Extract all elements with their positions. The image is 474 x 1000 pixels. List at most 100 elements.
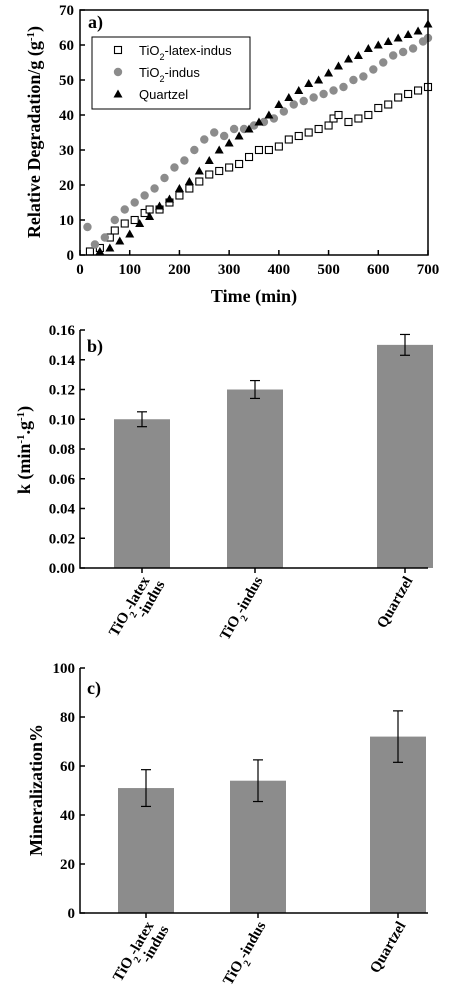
panel-a-y-tick-label: 10	[59, 213, 74, 229]
panel-a-x-tick-label: 100	[118, 262, 141, 278]
panel-a-data-point	[204, 156, 214, 164]
panel-a-data-point	[110, 215, 120, 225]
panel-c-y-tick-label: 0	[68, 906, 76, 922]
panel-b-y-tick-label: 0.00	[49, 561, 75, 577]
panel-a-data-point	[284, 93, 294, 101]
panel-c-bar	[370, 736, 426, 913]
panel-a-data-point	[120, 205, 129, 214]
panel-a-data-point	[244, 152, 254, 162]
panel-a-data-point	[284, 135, 293, 144]
panel-c-y-tick-label: 80	[60, 710, 75, 726]
panel-a-data-point	[274, 142, 283, 151]
panel-a-data-point	[314, 124, 323, 134]
panel-a-data-point	[343, 54, 353, 63]
panel-c-label: c)	[87, 678, 101, 699]
panel-a-data-point	[299, 96, 308, 106]
panel-a-data-point	[214, 145, 224, 154]
panel-a-series-3	[95, 19, 433, 255]
panel-a-data-point	[195, 177, 204, 186]
panel-b-y-tick-label: 0.10	[49, 412, 75, 428]
panel-b-y-tick-label: 0.14	[49, 353, 76, 369]
panel-c-bars	[118, 710, 426, 918]
panel-a-data-point	[184, 177, 194, 185]
panel-a-data-point	[145, 212, 155, 220]
panel-a-data-point	[224, 138, 234, 147]
panel-a-data-point	[334, 61, 344, 70]
panel-a-data-point	[225, 163, 234, 172]
panel-a-y-tick-label: 30	[59, 143, 74, 159]
panel-a-y-axis-label: Relative Degradation/g (g-1)	[24, 26, 45, 238]
panel-b-ticks: 0.00 0.02 0.04 0.06 0.08 0.10 0.12 0.14 0.16	[49, 323, 85, 577]
panel-a-x-tick-label: 700	[417, 262, 440, 278]
panel-a-data-point	[309, 93, 318, 102]
panel-a-data-point	[404, 89, 413, 99]
panel-c-category-label: TiO2-indus	[220, 919, 273, 991]
panel-a-x-tick-label: 400	[268, 262, 291, 278]
panel-a-legend-marker	[113, 67, 123, 77]
panel-a-data-point	[175, 191, 184, 200]
panel-a-data-point	[294, 131, 303, 141]
panel-a-x-tick-label: 500	[317, 262, 340, 278]
panel-a-data-point	[115, 236, 125, 245]
panel-a-data-point	[414, 86, 423, 95]
panel-a-data-point	[398, 47, 408, 57]
panel-a-y-tick-label: 50	[59, 73, 74, 89]
panel-a-data-point	[393, 33, 403, 42]
panel-a-data-point	[83, 222, 92, 232]
panel-a-data-point	[264, 145, 273, 155]
panel-a-data-point	[359, 72, 368, 81]
panel-a-data-point	[264, 110, 274, 119]
panel-a-data-point	[150, 184, 159, 193]
panel-a-data-point	[105, 243, 115, 252]
panel-a-data-point	[130, 198, 139, 207]
panel-a-legend-marker	[113, 89, 123, 98]
panel-c-error-bar	[253, 759, 263, 918]
panel-b-bar-chart: 0.000.020.040.060.080.100.120.140.16 b) …	[14, 323, 433, 646]
panel-a-y-tick-label: 0	[67, 248, 75, 264]
panel-a-data-point	[164, 194, 174, 203]
panel-c-bar	[230, 780, 286, 913]
panel-b-y-tick-label: 0.12	[49, 383, 75, 399]
panel-a-data-point	[374, 103, 383, 113]
panel-a-data-point	[125, 229, 135, 238]
panel-a-data-point	[130, 215, 139, 225]
panel-b-y-tick-label: 0.16	[49, 323, 76, 339]
panel-a-data-point	[90, 240, 100, 249]
panel-a-data-point	[354, 114, 363, 123]
panel-b-y-tick-label: 0.04	[49, 502, 76, 518]
panel-a-legend-entry: TiO2-indus	[139, 65, 200, 84]
panel-a-data-point	[413, 26, 423, 35]
panel-c-ticks: 0 20 40 60 80 100	[53, 661, 85, 922]
panel-a-data-point	[408, 44, 418, 53]
panel-a-data-point	[379, 58, 388, 67]
panel-a-data-point	[219, 131, 229, 141]
panel-b-y-tick-label: 0.08	[49, 442, 75, 458]
panel-b-y-tick-label: 0.02	[49, 531, 75, 547]
panel-a-data-point	[339, 82, 348, 92]
panel-b-bar	[227, 389, 283, 568]
panel-a-data-point	[160, 173, 169, 183]
panel-a-series-2	[83, 33, 433, 249]
panel-a-x-tick-label: 300	[218, 262, 241, 278]
panel-a-x-tick-label: 0	[76, 262, 84, 278]
panel-a-data-point	[363, 44, 373, 52]
panel-c-y-tick-label: 40	[60, 808, 75, 824]
panel-b-error-bar	[137, 411, 147, 573]
panel-a-data-point	[304, 79, 314, 87]
panel-b-category-label: TiO2-indus	[217, 574, 270, 646]
panel-a-data-point	[389, 51, 398, 60]
panel-b-bar	[114, 419, 170, 568]
panel-b-bars	[114, 333, 433, 573]
panel-a-data-point	[334, 110, 343, 120]
panel-a-data-point	[174, 184, 184, 192]
panel-a-data-point	[369, 65, 378, 74]
panel-a-data-point	[254, 145, 264, 155]
panel-b-bar	[377, 344, 433, 568]
panel-a-data-point	[254, 117, 264, 126]
panel-a-data-point	[200, 135, 209, 144]
panel-a-legend-marker	[113, 45, 123, 55]
